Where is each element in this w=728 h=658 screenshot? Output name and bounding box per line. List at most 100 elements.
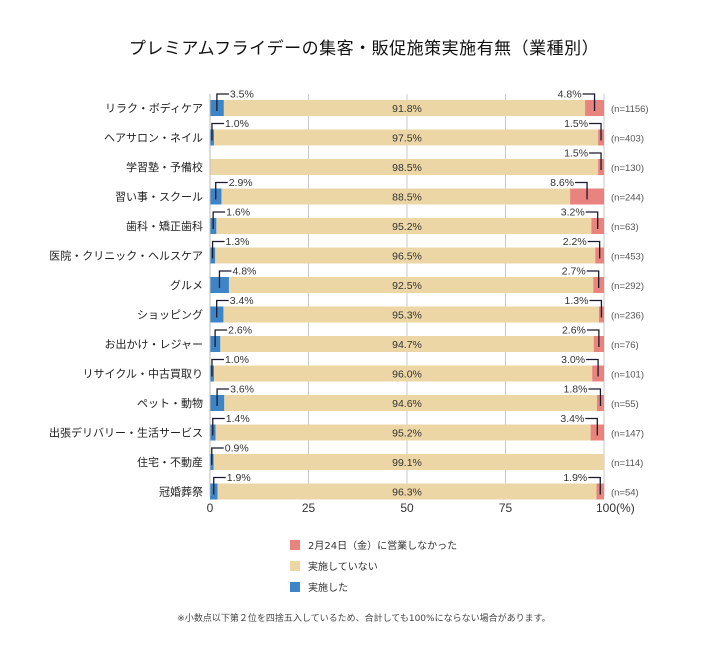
data-label-implemented: 4.8% bbox=[232, 266, 256, 278]
category-label: 医院・クリニック・ヘルスケア bbox=[49, 249, 203, 263]
sample-size-label: (n=244) bbox=[611, 193, 644, 204]
callout-leader-closed bbox=[586, 358, 599, 377]
sample-size-label: (n=236) bbox=[611, 311, 644, 322]
bar-segment-not-implemented bbox=[216, 218, 592, 234]
legend-item-not-implemented: 実施していない bbox=[290, 555, 457, 576]
data-label-implemented: 1.0% bbox=[225, 118, 249, 130]
x-tick-label: 0 bbox=[207, 501, 214, 515]
bar-segment-not-implemented bbox=[220, 336, 594, 352]
bar-segment-not-implemented bbox=[210, 159, 599, 175]
callout-leader-implemented bbox=[213, 476, 226, 495]
bar-segment-not-implemented bbox=[213, 129, 599, 146]
callout-leader-implemented bbox=[211, 447, 224, 465]
data-label-implemented: 3.4% bbox=[230, 295, 254, 307]
callout-leader-closed bbox=[589, 299, 603, 318]
callout-leader-implemented bbox=[211, 358, 224, 377]
category-label: リラク・ボディケア bbox=[105, 101, 203, 115]
bar-segment-not-implemented bbox=[213, 454, 604, 470]
callout-leader-closed bbox=[585, 211, 599, 229]
data-label-not-implemented: 95.2% bbox=[392, 221, 422, 233]
sample-size-label: (n=63) bbox=[611, 222, 639, 233]
data-label-closed: 1.9% bbox=[563, 472, 587, 484]
data-label-not-implemented: 99.1% bbox=[392, 457, 422, 469]
legend-swatch-closed bbox=[290, 539, 300, 550]
callout-leader-closed bbox=[585, 417, 598, 436]
category-label: リサイクル・中古買取り bbox=[83, 368, 203, 381]
data-label-not-implemented: 92.5% bbox=[392, 280, 422, 292]
bar-segment-not-implemented bbox=[217, 483, 597, 500]
category-label: 出張デリバリー・生活サービス bbox=[49, 426, 203, 440]
data-label-closed: 3.4% bbox=[560, 413, 584, 425]
x-tick-label: 100(%) bbox=[596, 501, 635, 515]
data-label-closed: 1.5% bbox=[564, 148, 588, 160]
bar-segment-not-implemented bbox=[221, 188, 571, 205]
bar-segment-not-implemented bbox=[223, 100, 586, 116]
data-label-not-implemented: 95.2% bbox=[392, 428, 422, 440]
data-label-implemented: 3.5% bbox=[230, 89, 254, 101]
legend: 2月24日（金）に営業しなかった 実施していない 実施した bbox=[290, 534, 457, 597]
callout-leader-implemented bbox=[212, 211, 226, 229]
data-label-implemented: 1.0% bbox=[225, 354, 249, 366]
data-label-not-implemented: 95.3% bbox=[392, 310, 422, 322]
category-label: お出かけ・レジャー bbox=[105, 337, 203, 351]
legend-item-implemented: 実施した bbox=[290, 576, 457, 597]
data-label-implemented: 3.6% bbox=[230, 384, 254, 396]
sample-size-label: (n=147) bbox=[611, 429, 644, 440]
category-label: 冠婚葬祭 bbox=[159, 485, 203, 499]
data-label-not-implemented: 96.3% bbox=[392, 487, 422, 499]
data-label-closed: 2.7% bbox=[562, 266, 586, 278]
data-label-implemented: 1.9% bbox=[227, 472, 251, 484]
sample-size-label: (n=453) bbox=[611, 252, 644, 263]
sample-size-label: (n=130) bbox=[611, 163, 644, 174]
callout-leader-closed bbox=[589, 122, 602, 141]
category-label: ペット・動物 bbox=[137, 396, 203, 410]
sample-size-label: (n=403) bbox=[611, 134, 644, 145]
data-label-not-implemented: 91.8% bbox=[392, 103, 422, 115]
data-label-not-implemented: 96.5% bbox=[392, 251, 422, 263]
sample-size-label: (n=54) bbox=[611, 488, 639, 499]
data-label-implemented: 0.9% bbox=[225, 443, 249, 455]
bar-segment-not-implemented bbox=[228, 277, 594, 293]
bar-segment-not-implemented bbox=[223, 306, 599, 323]
legend-item-closed: 2月24日（金）に営業しなかった bbox=[290, 534, 457, 555]
callout-leader-closed bbox=[588, 388, 602, 406]
data-label-implemented: 2.6% bbox=[228, 325, 252, 337]
data-label-not-implemented: 96.0% bbox=[392, 369, 422, 381]
chart-title: プレミアムフライデーの集客・販促施策実施有無（業種別） bbox=[128, 39, 600, 59]
legend-label-implemented: 実施した bbox=[308, 583, 348, 594]
bar-segment-not-implemented bbox=[215, 247, 596, 264]
callout-leader-implemented bbox=[212, 417, 225, 436]
category-label: 学習塾・予備校 bbox=[126, 160, 203, 174]
data-label-closed: 2.2% bbox=[563, 236, 587, 248]
data-label-implemented: 1.6% bbox=[226, 207, 250, 219]
bar-segment-not-implemented bbox=[224, 395, 597, 411]
callout-leader-implemented bbox=[216, 388, 230, 406]
callout-leader-closed bbox=[586, 270, 600, 288]
sample-size-label: (n=101) bbox=[611, 370, 644, 381]
data-label-not-implemented: 88.5% bbox=[392, 192, 422, 204]
data-label-closed: 3.2% bbox=[561, 207, 585, 219]
data-label-closed: 1.3% bbox=[565, 295, 589, 307]
data-label-closed: 8.6% bbox=[550, 177, 574, 189]
callout-leader-implemented bbox=[218, 270, 232, 288]
callout-leader-closed bbox=[588, 476, 601, 495]
sample-size-label: (n=76) bbox=[611, 340, 639, 351]
data-label-not-implemented: 94.6% bbox=[392, 398, 422, 410]
data-label-closed: 1.8% bbox=[564, 384, 588, 396]
callout-leader-closed bbox=[586, 329, 600, 347]
sample-size-label: (n=292) bbox=[611, 281, 644, 292]
legend-swatch-implemented bbox=[290, 581, 300, 592]
category-label: 住宅・不動産 bbox=[137, 455, 203, 469]
data-label-implemented: 1.4% bbox=[226, 413, 250, 425]
data-label-closed: 1.5% bbox=[564, 118, 588, 130]
category-label: ショッピング bbox=[137, 308, 203, 322]
callout-leader-closed bbox=[589, 152, 602, 170]
legend-label-not-implemented: 実施していない bbox=[308, 562, 378, 573]
data-label-not-implemented: 97.5% bbox=[392, 133, 422, 145]
callout-leader-implemented bbox=[211, 240, 225, 259]
data-label-closed: 2.6% bbox=[562, 325, 586, 337]
bar-segment-not-implemented bbox=[215, 424, 591, 441]
callout-leader-implemented bbox=[214, 329, 228, 347]
callout-leader-closed bbox=[587, 240, 601, 259]
